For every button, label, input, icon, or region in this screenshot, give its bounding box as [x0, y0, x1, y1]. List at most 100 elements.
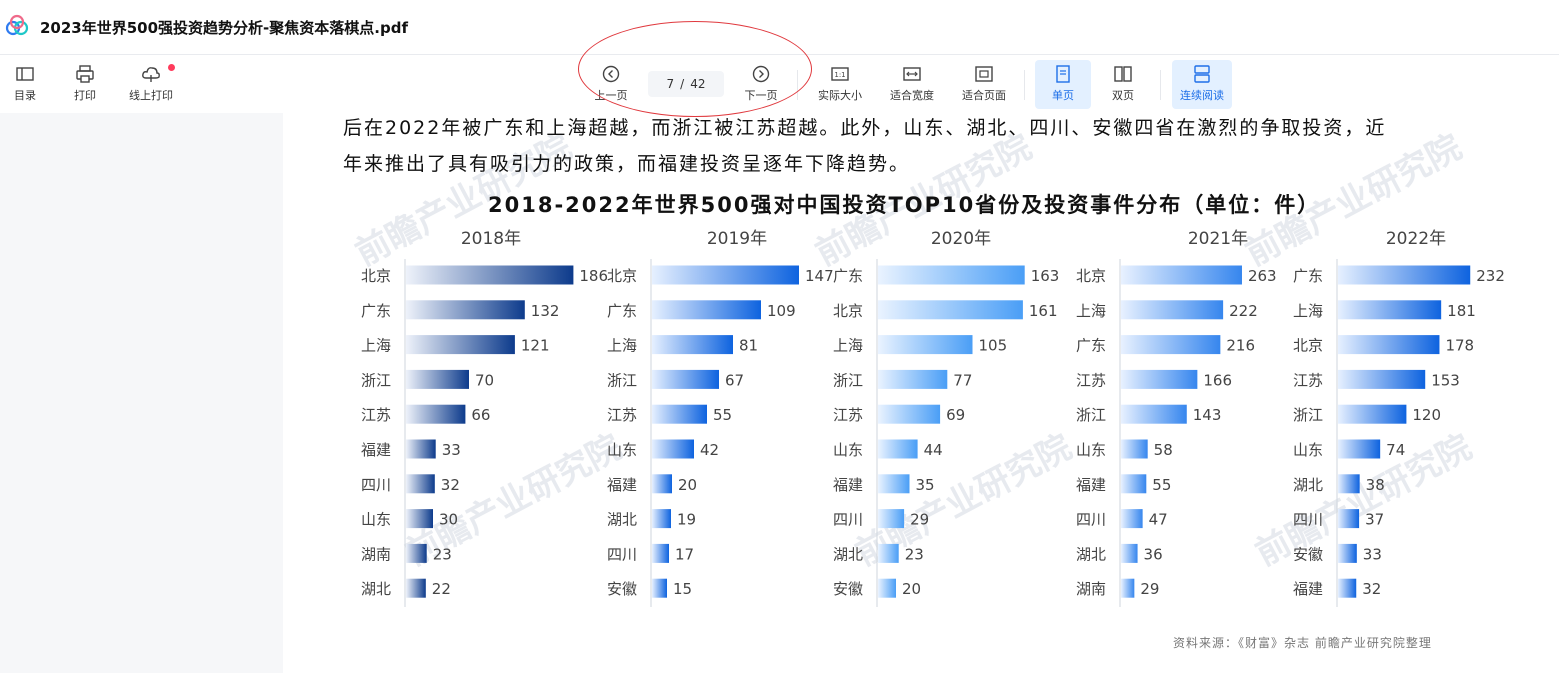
page-indicator[interactable]: 7 / 42 [648, 71, 724, 97]
body-text-line: 年来推出了具有吸引力的政策，而福建投资呈逐年下降趋势。 [343, 153, 911, 175]
category-label: 福建 [1076, 476, 1106, 494]
prev-page-label: 上一页 [594, 89, 628, 102]
category-label: 湖北 [833, 545, 863, 563]
category-label: 浙江 [1076, 406, 1106, 424]
bar [406, 578, 426, 598]
bar [406, 300, 525, 320]
bar [652, 369, 719, 389]
double-page-icon [1114, 66, 1132, 82]
value-label: 55 [713, 406, 732, 424]
bar [1338, 439, 1381, 459]
single-page-button[interactable]: 单页 [1035, 60, 1091, 109]
panel-year-label: 2019年 [707, 229, 767, 249]
toolbar-divider [797, 70, 798, 100]
bar [652, 404, 707, 424]
bar [1338, 369, 1426, 389]
continuous-read-button[interactable]: 连续阅读 [1172, 60, 1232, 109]
value-label: 69 [946, 406, 965, 424]
value-label: 232 [1476, 267, 1505, 285]
double-page-button[interactable]: 双页 [1095, 63, 1151, 103]
value-label: 17 [675, 545, 694, 563]
value-label: 30 [439, 511, 458, 529]
category-label: 福建 [1293, 580, 1323, 598]
value-label: 147 [805, 267, 834, 285]
category-label: 广东 [1076, 337, 1106, 355]
category-label: 安徽 [1293, 545, 1323, 563]
printer-icon [76, 65, 94, 83]
current-page[interactable]: 7 [666, 77, 675, 91]
category-label: 湖南 [1076, 580, 1106, 598]
category-label: 福建 [361, 441, 391, 459]
bar [652, 474, 672, 494]
value-label: 70 [475, 371, 494, 389]
bar [406, 404, 466, 424]
value-label: 222 [1229, 302, 1258, 320]
bar [1338, 474, 1360, 494]
online-print-button[interactable]: 线上打印 [123, 63, 179, 103]
next-page-button[interactable]: 下一页 [733, 63, 789, 103]
value-label: 105 [979, 337, 1008, 355]
value-label: 109 [767, 302, 796, 320]
source-note: 资料来源：《财富》杂志 前瞻产业研究院整理 [1173, 636, 1432, 650]
bar [878, 335, 973, 355]
svg-text:1:1: 1:1 [834, 71, 845, 79]
cloud-print-icon [142, 67, 160, 82]
category-label: 浙江 [607, 371, 637, 389]
fit-page-button[interactable]: 适合页面 [956, 63, 1012, 103]
value-label: 44 [924, 441, 943, 459]
prev-page-button[interactable]: 上一页 [583, 63, 639, 103]
bar [1338, 509, 1360, 529]
value-label: 166 [1203, 371, 1232, 389]
actual-size-button[interactable]: 1:1 实际大小 [812, 63, 868, 103]
chart-title: 2018-2022年世界500强对中国投资TOP10省份及投资事件分布（单位：件… [488, 193, 1321, 217]
category-label: 北京 [1076, 267, 1106, 285]
fit-width-button[interactable]: 适合宽度 [884, 63, 940, 103]
toolbar [0, 55, 1559, 113]
value-label: 35 [916, 476, 935, 494]
toc-button[interactable]: 目录 [0, 63, 53, 103]
chevron-left-circle-icon [602, 65, 620, 83]
sidebar-toc-icon [16, 67, 34, 81]
bar [878, 543, 899, 563]
category-label: 北京 [833, 302, 863, 320]
bar [406, 439, 436, 459]
category-label: 山东 [361, 511, 391, 529]
category-label: 福建 [607, 476, 637, 494]
panel-year-label: 2022年 [1386, 229, 1446, 249]
print-button[interactable]: 打印 [57, 63, 113, 103]
category-label: 江苏 [1293, 371, 1323, 389]
category-label: 江苏 [361, 406, 391, 424]
pdf-page: 前瞻产业研究院 前瞻产业研究院 前瞻产业研究院 前瞻产业研究院 前瞻产业研究院 … [283, 113, 1559, 673]
bar [652, 265, 799, 285]
toolbar-divider [1024, 70, 1025, 100]
category-label: 安徽 [607, 580, 637, 598]
category-label: 广东 [833, 267, 863, 285]
continuous-read-label: 连续阅读 [1180, 89, 1224, 102]
value-label: 32 [1362, 580, 1381, 598]
bar [406, 543, 427, 563]
bar [1121, 578, 1135, 598]
bar [1121, 369, 1198, 389]
category-label: 上海 [607, 337, 637, 355]
bar [1338, 543, 1357, 563]
value-label: 23 [433, 545, 452, 563]
category-label: 湖北 [607, 511, 637, 529]
actual-size-label: 实际大小 [818, 89, 862, 102]
bar [652, 509, 671, 529]
category-label: 江苏 [607, 406, 637, 424]
value-label: 120 [1412, 406, 1441, 424]
bar [652, 300, 761, 320]
print-label: 打印 [74, 89, 96, 102]
bar [652, 335, 733, 355]
value-label: 143 [1193, 406, 1222, 424]
bar [878, 265, 1025, 285]
value-label: 22 [432, 580, 451, 598]
category-label: 山东 [1293, 441, 1323, 459]
outline-sidebar [0, 113, 283, 673]
bar [878, 474, 910, 494]
toc-label: 目录 [14, 89, 36, 102]
double-page-label: 双页 [1112, 89, 1134, 102]
value-label: 32 [441, 476, 460, 494]
value-label: 23 [905, 545, 924, 563]
